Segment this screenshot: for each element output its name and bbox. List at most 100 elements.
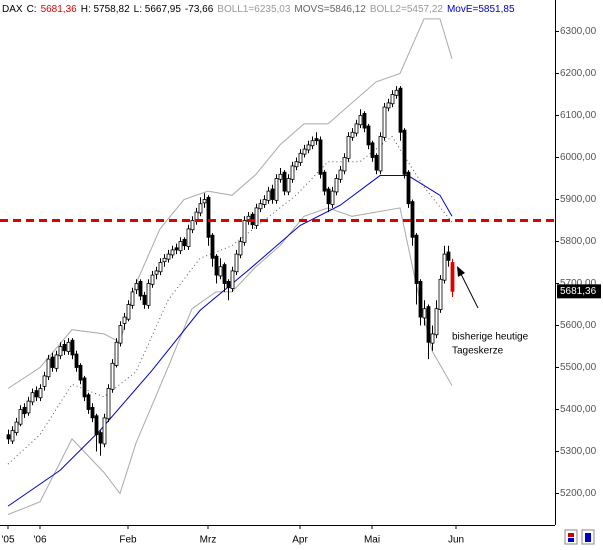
y-tick-label: 6000,00 bbox=[560, 152, 597, 163]
candle-body bbox=[70, 339, 75, 356]
header-item: MOVS=5846,12 bbox=[294, 4, 366, 15]
candle-body bbox=[66, 341, 71, 352]
candle-body bbox=[334, 178, 339, 193]
candle-body bbox=[286, 178, 291, 193]
y-tick-label: 5600,00 bbox=[560, 320, 597, 331]
candle-body bbox=[206, 196, 211, 238]
candle-body bbox=[210, 234, 215, 259]
candle-body bbox=[106, 388, 111, 420]
candle-body bbox=[218, 266, 223, 277]
y-tick-label: 6100,00 bbox=[560, 110, 597, 121]
candle-body bbox=[318, 139, 323, 175]
candle-body bbox=[214, 255, 219, 276]
header-item: -73,66 bbox=[185, 4, 214, 15]
candle-body bbox=[14, 421, 19, 434]
candle-body bbox=[414, 234, 419, 284]
candle-body bbox=[374, 154, 379, 171]
candle-body bbox=[362, 113, 367, 129]
indicator-line bbox=[7, 18, 453, 389]
candle-body bbox=[422, 308, 427, 319]
candle-body bbox=[134, 283, 139, 291]
candle-body bbox=[58, 346, 63, 357]
candle-body bbox=[166, 253, 171, 260]
y-tick-label: 5300,00 bbox=[560, 446, 597, 457]
y-tick-label: 6200,00 bbox=[560, 68, 597, 79]
candle-body bbox=[302, 148, 307, 155]
indicator-line bbox=[7, 175, 453, 507]
candle-body bbox=[406, 171, 411, 205]
candle-body bbox=[162, 257, 167, 263]
candle-body bbox=[274, 178, 279, 201]
candle-body bbox=[234, 253, 239, 273]
candle-body bbox=[174, 247, 179, 251]
candle-body bbox=[346, 136, 351, 159]
y-tick-label: 5900,00 bbox=[560, 194, 597, 205]
candle-body bbox=[442, 253, 447, 281]
candle-body bbox=[90, 406, 95, 419]
candle-body bbox=[350, 131, 355, 138]
candle-body bbox=[222, 264, 227, 284]
candle-body bbox=[434, 308, 439, 336]
candle-body bbox=[298, 152, 303, 163]
x-tick-label: Feb bbox=[119, 535, 137, 546]
candle-body bbox=[386, 102, 391, 109]
x-tick-label: '05 bbox=[1, 535, 14, 546]
candle-body bbox=[322, 171, 327, 192]
candle-body bbox=[410, 201, 415, 238]
candle-body bbox=[10, 430, 15, 442]
candle-body bbox=[182, 238, 187, 247]
arrow-head bbox=[457, 266, 465, 277]
x-tick-label: Apr bbox=[292, 535, 308, 546]
candle-body bbox=[306, 144, 311, 151]
annotation: bisherige heutige bbox=[452, 332, 529, 343]
candle-body bbox=[398, 87, 403, 133]
candle-body bbox=[102, 417, 107, 445]
header-item: BOLL2=5457,22 bbox=[370, 4, 444, 15]
header-item: DAX bbox=[2, 4, 23, 15]
candle-body bbox=[402, 129, 407, 175]
candle-body bbox=[254, 207, 259, 226]
candle-body bbox=[226, 280, 231, 289]
price-tag-box bbox=[557, 284, 601, 299]
candle-body bbox=[138, 280, 143, 297]
candle-body bbox=[266, 190, 271, 201]
candle-body bbox=[418, 280, 423, 318]
header-item: C: bbox=[27, 4, 37, 15]
candle-body bbox=[358, 115, 363, 126]
candle-body bbox=[426, 306, 431, 343]
y-tick-label: 5500,00 bbox=[560, 362, 597, 373]
icon-part bbox=[568, 538, 574, 542]
candle-body bbox=[42, 375, 47, 387]
candle-body bbox=[354, 123, 359, 134]
candle-body bbox=[114, 341, 119, 366]
candle-body bbox=[78, 364, 83, 381]
x-tick-label: Mai bbox=[364, 535, 380, 546]
candle-body bbox=[290, 165, 295, 180]
candle-body bbox=[158, 262, 163, 273]
candle-body bbox=[258, 203, 263, 210]
y-tick-label: 6300,00 bbox=[560, 26, 597, 37]
candle-body bbox=[394, 89, 399, 96]
candle-body bbox=[170, 249, 175, 256]
candle-body bbox=[446, 251, 451, 261]
corner-icon bbox=[564, 529, 595, 545]
candle-body bbox=[262, 199, 267, 205]
candle-body bbox=[18, 409, 23, 425]
candle-body bbox=[366, 125, 371, 146]
header-item: MovE=5851,85 bbox=[447, 4, 515, 15]
annotation-arrow bbox=[459, 271, 479, 309]
candle-body bbox=[6, 434, 11, 440]
candle-body bbox=[74, 353, 79, 368]
annotation: Tageskerze bbox=[452, 346, 504, 357]
candle-body bbox=[430, 333, 435, 344]
candle-body bbox=[278, 173, 283, 180]
candle-body bbox=[110, 362, 115, 390]
candle-body bbox=[26, 400, 31, 414]
icon-part bbox=[568, 533, 574, 537]
x-tick-label: Jun bbox=[448, 535, 464, 546]
icon-part bbox=[585, 533, 591, 542]
candle-body bbox=[46, 358, 51, 378]
candle-body bbox=[94, 415, 99, 436]
candle-body bbox=[242, 220, 247, 243]
